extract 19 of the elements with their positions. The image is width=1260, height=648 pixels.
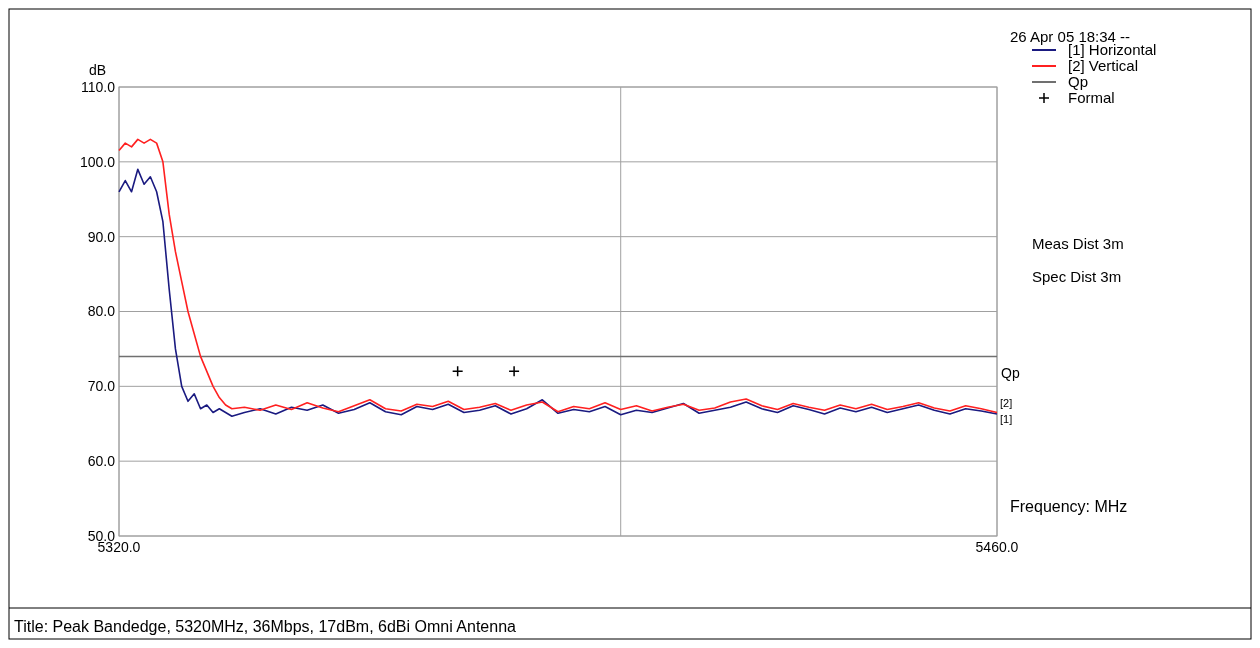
annotation: [1]: [1000, 413, 1013, 426]
y-tick-label: 90.0: [87, 228, 116, 245]
text: Spec Dist 3m: [1032, 268, 1122, 285]
legend-label: Formal: [1068, 89, 1115, 107]
y-tick-label: 100.0: [79, 153, 116, 170]
legend-label: Qp: [1068, 73, 1089, 91]
x-axis-title: Frequency: MHz: [1010, 498, 1128, 515]
text: Meas Dist 3m: [1032, 235, 1124, 252]
y-tick-label: 80.0: [87, 303, 116, 320]
text: Title: Peak Bandedge, 5320MHz, 36Mbps, 17dBm, 6dBi Omni Antenna: [14, 618, 517, 635]
legend-label: [2] Vertical: [1068, 57, 1139, 75]
y-tick-label: 70.0: [87, 378, 116, 395]
text: Qp: [1001, 365, 1020, 382]
x-tick-label: 5460.0: [975, 539, 1019, 555]
y-tick-label: 60.0: [87, 453, 116, 470]
y-tick-label: 50.0: [87, 527, 116, 544]
annotation: [2]: [1000, 396, 1013, 409]
y-axis-title: dB: [89, 62, 107, 78]
y-tick-label: 110.0: [81, 78, 116, 95]
